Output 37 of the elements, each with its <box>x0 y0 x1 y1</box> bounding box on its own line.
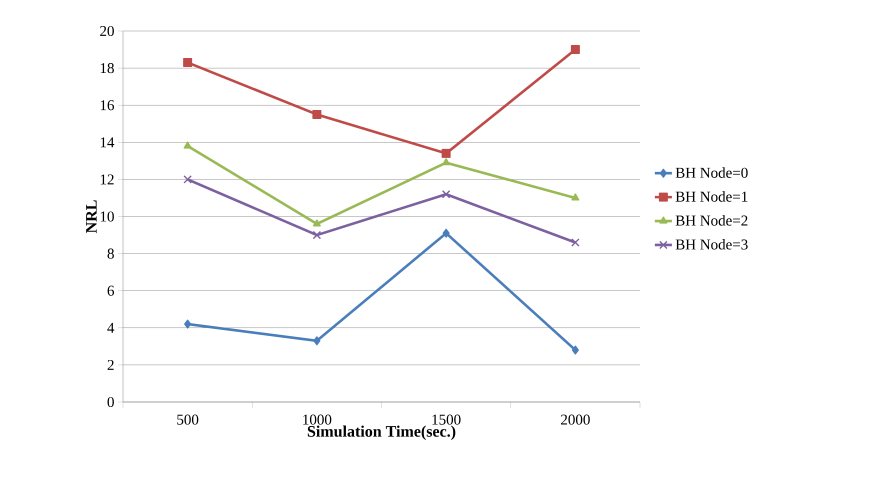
y-tick-label: 6 <box>108 286 114 296</box>
point <box>184 320 192 329</box>
point <box>183 58 192 68</box>
point <box>183 175 192 184</box>
y-axis-title: NRL <box>86 200 97 234</box>
x-tick-label: 1000 <box>303 414 332 425</box>
legend-label: BH Node=0 <box>676 167 748 178</box>
point <box>312 230 322 240</box>
point <box>572 346 579 355</box>
point <box>571 238 580 247</box>
point <box>313 336 320 346</box>
y-tick-label: 2 <box>108 360 114 370</box>
y-tick-label: 16 <box>100 100 114 110</box>
point <box>442 190 450 198</box>
point <box>571 193 580 201</box>
y-tick-label: 8 <box>108 248 114 259</box>
x-tick-label: 1500 <box>432 414 461 425</box>
point <box>442 158 450 166</box>
y-tick-label: 18 <box>100 63 114 74</box>
point <box>312 110 322 119</box>
x-tick-label: 500 <box>177 414 198 425</box>
legend-label: BH Node=3 <box>676 238 748 250</box>
point <box>442 148 451 158</box>
point <box>442 228 450 238</box>
legend-label: BH Node=1 <box>676 191 748 202</box>
y-tick-label: 20 <box>100 26 114 36</box>
legend-label: BH Node=2 <box>676 215 748 226</box>
y-tick-label: 4 <box>107 322 114 333</box>
point <box>570 45 580 54</box>
y-tick-label: 10 <box>100 211 114 222</box>
x-axis-title: Simulation Time(sec.) <box>308 426 456 440</box>
y-tick-label: 0 <box>108 396 114 408</box>
point <box>312 219 321 227</box>
y-tick-label: 14 <box>100 137 114 148</box>
y-tick-label: 12 <box>100 174 114 184</box>
point <box>184 142 192 149</box>
x-tick-label: 2000 <box>561 414 590 425</box>
